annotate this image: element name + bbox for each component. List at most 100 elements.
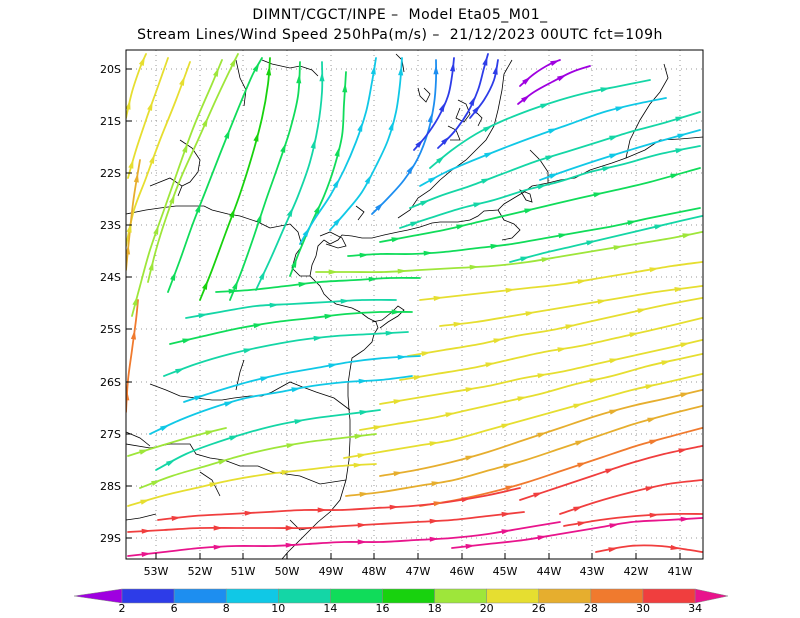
- streamline-arrow: [609, 153, 619, 159]
- streamline-arrow: [285, 525, 295, 531]
- streamline-arrow: [558, 233, 568, 239]
- lat-tick-label: 22S: [100, 167, 121, 180]
- streamline-arrow: [649, 267, 659, 273]
- streamline: [347, 207, 701, 257]
- colorbar-segment: [173, 588, 227, 604]
- lon-tick-label: 51W: [231, 565, 256, 578]
- streamline-arrow: [397, 354, 407, 360]
- streamline-arrow: [342, 83, 348, 93]
- streamline-arrow: [132, 296, 138, 306]
- streamline: [559, 479, 703, 515]
- streamline-arrow: [151, 480, 161, 486]
- streamline: [147, 53, 239, 283]
- streamline: [127, 521, 561, 557]
- colorbar-label: 8: [223, 602, 230, 615]
- longitude-labels: 53W 52W 51W 50W 49W 48W 47W 46W 45W 44W 43W 42W 41W: [144, 565, 693, 578]
- streamline-arrow: [493, 338, 503, 344]
- lat-tick-label: 20S: [100, 63, 121, 76]
- streamline: [163, 331, 409, 377]
- streamline-arrow: [406, 164, 414, 174]
- colorbar-segment: [486, 588, 540, 604]
- colorbar-label: 20: [480, 602, 494, 615]
- streamline-arrow: [169, 194, 175, 204]
- streamline-arrow: [171, 515, 181, 521]
- streamline-arrow: [243, 348, 253, 354]
- streamline-arrow: [433, 501, 443, 507]
- streamline-arrow: [450, 62, 456, 72]
- streamline-arrow: [130, 330, 136, 340]
- streamline-arrow: [286, 207, 293, 217]
- streamline-arrow: [465, 543, 475, 549]
- streamline-arrow: [537, 432, 547, 438]
- streamline-arrow: [269, 302, 279, 308]
- streamline-arrow: [473, 202, 483, 208]
- streamline-arrow: [359, 252, 369, 258]
- streamline-arrow: [465, 387, 475, 393]
- streamline-arrow: [229, 435, 239, 441]
- streamline-arrow: [175, 368, 185, 374]
- map-title-line1: DIMNT/CGCT/INPE – Model Eta05_M01_: [252, 7, 548, 23]
- lon-tick-label: 44W: [537, 565, 562, 578]
- streamline-arrow: [649, 512, 659, 518]
- streamline-arrow: [483, 125, 493, 133]
- streamline-arrow: [670, 173, 680, 179]
- streamline-arrow: [501, 423, 511, 429]
- colorbar-label: 34: [688, 602, 702, 615]
- colorbar-segment: [278, 588, 331, 604]
- colorbar-segment: [121, 588, 175, 604]
- streamline-arrow: [354, 433, 364, 440]
- streamline-arrow: [138, 56, 145, 66]
- plot-frame: [125, 49, 704, 560]
- streamline-arrow: [195, 203, 201, 213]
- lon-tick-label: 43W: [580, 565, 605, 578]
- streamline: [169, 310, 413, 345]
- streamline-arrow: [675, 116, 685, 122]
- streamline-arrow: [573, 403, 583, 409]
- streamline-arrow: [229, 57, 237, 67]
- streamline-arrow: [524, 208, 534, 214]
- streamline-arrow: [456, 224, 466, 230]
- streamline-arrow: [675, 148, 685, 154]
- streamline: [199, 57, 271, 301]
- streamline-arrow: [682, 233, 692, 239]
- streamline-arrow: [148, 261, 154, 271]
- lon-tick-label: 41W: [668, 565, 693, 578]
- streamline: [563, 512, 703, 527]
- streamline-arrow: [415, 139, 424, 148]
- colorbar-segment: [590, 588, 644, 604]
- streamline-arrow: [218, 459, 228, 465]
- streamline-arrow: [482, 56, 488, 66]
- colorbar-segment: [330, 588, 383, 604]
- streamline-arrow: [637, 308, 647, 314]
- streamline-arrow: [602, 166, 612, 172]
- streamline: [329, 57, 403, 231]
- streamline-arrow: [445, 412, 455, 418]
- lon-tick-label: 42W: [624, 565, 649, 578]
- streamline-arrow: [286, 443, 296, 449]
- streamline-arrow: [608, 547, 618, 553]
- streamline-arrow: [170, 271, 176, 281]
- streamline: [345, 405, 703, 497]
- streamline: [215, 276, 421, 293]
- streamline-arrow: [313, 335, 323, 341]
- streamline-arrow: [398, 66, 404, 76]
- colorbar-label: 16: [376, 602, 390, 615]
- streamline-arrow: [645, 384, 655, 390]
- streamline-arrow: [461, 497, 471, 503]
- streamline: [419, 261, 703, 301]
- lon-tick-label: 47W: [406, 565, 431, 578]
- streamline-arrow: [428, 176, 438, 184]
- streamline-arrow: [577, 279, 587, 285]
- colorbar-segment: [73, 588, 123, 604]
- streamline-arrow: [609, 358, 619, 364]
- colorbar-segment: [434, 588, 487, 604]
- streamline-arrow: [391, 237, 401, 243]
- streamline-arrow: [266, 66, 272, 76]
- streamline-arrow: [324, 313, 334, 320]
- streamline: [183, 355, 421, 403]
- streamline-arrow: [375, 202, 384, 211]
- streamline-arrow: [253, 132, 259, 142]
- streamline-arrow: [647, 417, 657, 423]
- streamline-arrow: [589, 378, 599, 384]
